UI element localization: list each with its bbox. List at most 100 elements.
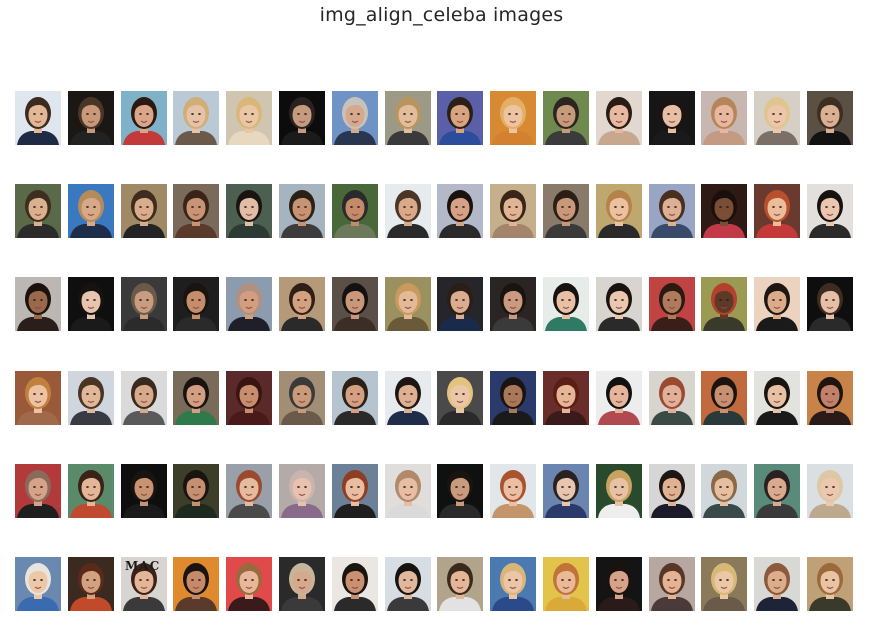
eye-shape xyxy=(568,579,571,581)
eye-shape xyxy=(86,206,89,208)
face-thumbnail-graphic xyxy=(490,184,536,238)
face-thumbnail xyxy=(68,557,114,611)
face-thumbnail xyxy=(701,184,747,238)
eye-shape xyxy=(614,113,617,115)
mouth-shape xyxy=(509,213,517,216)
eye-shape xyxy=(462,206,465,208)
mouth-shape xyxy=(615,213,623,216)
eye-shape xyxy=(508,393,511,395)
hair-fringe-shape xyxy=(503,99,523,111)
eye-shape xyxy=(139,579,142,581)
face-thumbnail xyxy=(490,464,536,518)
face-thumbnail xyxy=(490,91,536,145)
mouth-shape xyxy=(34,400,42,403)
face-thumbnail-graphic xyxy=(279,184,325,238)
mouth-shape xyxy=(140,306,148,309)
eye-shape xyxy=(251,486,254,488)
face-thumbnail xyxy=(754,464,800,518)
face-thumbnail xyxy=(226,277,272,331)
eye-shape xyxy=(251,113,254,115)
eye-shape xyxy=(350,299,353,301)
face-thumbnail-graphic xyxy=(543,184,589,238)
hair-fringe-shape xyxy=(767,99,787,111)
clothing-shape xyxy=(334,131,376,145)
mouth-shape xyxy=(298,400,306,403)
eye-shape xyxy=(146,579,149,581)
mouth-shape xyxy=(404,493,412,496)
clothing-shape xyxy=(17,317,59,331)
hair-fringe-shape xyxy=(503,565,523,577)
face-thumbnail-graphic xyxy=(649,184,695,238)
face-shape xyxy=(820,569,840,593)
face-shape xyxy=(767,383,787,407)
eye-shape xyxy=(350,486,353,488)
face-shape xyxy=(28,196,48,220)
face-shape xyxy=(186,103,206,127)
hair-fringe-shape xyxy=(81,192,101,204)
eye-shape xyxy=(191,113,194,115)
hair-fringe-shape xyxy=(398,192,418,204)
face-thumbnail-graphic xyxy=(68,184,114,238)
clothing-shape xyxy=(228,131,270,145)
face-thumbnail-graphic xyxy=(332,464,378,518)
hair-fringe-shape xyxy=(820,379,840,391)
eye-shape xyxy=(667,113,670,115)
face-thumbnail-graphic xyxy=(226,184,272,238)
mouth-shape xyxy=(509,493,517,496)
hair-fringe-shape xyxy=(662,379,682,391)
face-thumbnail xyxy=(596,464,642,518)
face-thumbnail xyxy=(437,277,483,331)
clothing-shape xyxy=(545,317,587,331)
face-shape xyxy=(186,196,206,220)
face-shape xyxy=(398,569,418,593)
face-thumbnail-graphic xyxy=(15,557,61,611)
eye-shape xyxy=(462,486,465,488)
eye-shape xyxy=(304,393,307,395)
face-thumbnail-graphic xyxy=(701,557,747,611)
face-shape xyxy=(450,383,470,407)
eye-shape xyxy=(772,486,775,488)
mouth-shape xyxy=(245,306,253,309)
hair-fringe-shape xyxy=(609,192,629,204)
eye-shape xyxy=(621,579,624,581)
mouth-shape xyxy=(562,120,570,123)
hair-fringe-shape xyxy=(186,379,206,391)
eye-shape xyxy=(825,206,828,208)
face-shape xyxy=(820,476,840,500)
face-thumbnail-graphic xyxy=(437,184,483,238)
clothing-shape xyxy=(387,597,429,611)
face-thumbnail xyxy=(15,464,61,518)
eye-shape xyxy=(357,299,360,301)
face-thumbnail xyxy=(226,371,272,425)
face-thumbnail-graphic xyxy=(68,557,114,611)
face-thumbnail xyxy=(490,557,536,611)
hair-fringe-shape xyxy=(450,192,470,204)
mouth-shape xyxy=(562,400,570,403)
face-shape xyxy=(450,289,470,313)
face-thumbnail-graphic xyxy=(332,557,378,611)
face-thumbnail xyxy=(121,371,167,425)
face-shape xyxy=(398,476,418,500)
face-thumbnail xyxy=(649,277,695,331)
eye-shape xyxy=(561,579,564,581)
eye-shape xyxy=(621,113,624,115)
mouth-shape xyxy=(773,400,781,403)
face-thumbnail-graphic xyxy=(385,557,431,611)
face-thumbnail-graphic xyxy=(173,184,219,238)
mouth-shape xyxy=(351,213,359,216)
face-thumbnail xyxy=(754,184,800,238)
face-thumbnail xyxy=(385,91,431,145)
mouth-shape xyxy=(773,213,781,216)
clothing-shape xyxy=(598,224,640,238)
eye-shape xyxy=(93,299,96,301)
eye-shape xyxy=(779,579,782,581)
face-thumbnail-graphic xyxy=(173,464,219,518)
face-thumbnail xyxy=(649,184,695,238)
face-thumbnail-graphic xyxy=(754,464,800,518)
hair-fringe-shape xyxy=(556,192,576,204)
eye-shape xyxy=(455,299,458,301)
hair-fringe-shape xyxy=(556,99,576,111)
mouth-shape xyxy=(562,493,570,496)
eye-shape xyxy=(146,486,149,488)
hair-fringe-shape xyxy=(134,472,154,484)
